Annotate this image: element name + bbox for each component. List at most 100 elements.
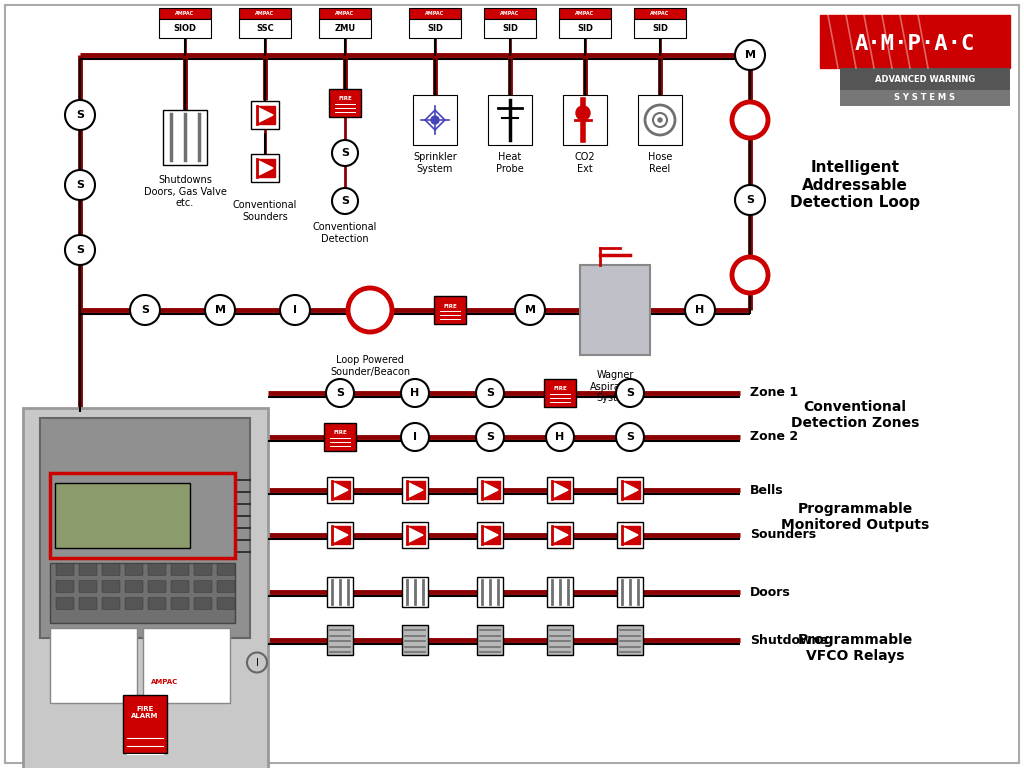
Circle shape bbox=[658, 118, 662, 122]
Polygon shape bbox=[259, 108, 273, 122]
FancyBboxPatch shape bbox=[638, 95, 682, 145]
FancyBboxPatch shape bbox=[148, 581, 166, 592]
FancyBboxPatch shape bbox=[547, 522, 573, 548]
Circle shape bbox=[431, 116, 439, 124]
FancyBboxPatch shape bbox=[171, 564, 189, 575]
Text: I: I bbox=[293, 305, 297, 315]
Text: S: S bbox=[486, 432, 494, 442]
FancyBboxPatch shape bbox=[163, 110, 207, 165]
FancyBboxPatch shape bbox=[102, 564, 120, 575]
FancyBboxPatch shape bbox=[617, 522, 643, 548]
Circle shape bbox=[476, 379, 504, 407]
FancyBboxPatch shape bbox=[171, 581, 189, 592]
Text: SID: SID bbox=[502, 25, 518, 33]
Circle shape bbox=[575, 106, 590, 120]
Polygon shape bbox=[552, 481, 570, 499]
FancyBboxPatch shape bbox=[143, 627, 230, 703]
Polygon shape bbox=[484, 483, 498, 497]
Circle shape bbox=[401, 423, 429, 451]
FancyBboxPatch shape bbox=[327, 625, 353, 655]
FancyBboxPatch shape bbox=[484, 19, 536, 38]
FancyBboxPatch shape bbox=[217, 598, 234, 610]
Circle shape bbox=[65, 170, 95, 200]
Text: S: S bbox=[76, 110, 84, 120]
Text: S: S bbox=[626, 388, 634, 398]
FancyBboxPatch shape bbox=[477, 477, 503, 503]
FancyBboxPatch shape bbox=[547, 577, 573, 607]
FancyBboxPatch shape bbox=[319, 19, 371, 38]
Circle shape bbox=[546, 423, 574, 451]
Text: AMPAC: AMPAC bbox=[425, 12, 444, 16]
FancyBboxPatch shape bbox=[194, 581, 212, 592]
Text: SID: SID bbox=[652, 25, 668, 33]
FancyBboxPatch shape bbox=[580, 265, 650, 355]
Text: H: H bbox=[411, 388, 420, 398]
Polygon shape bbox=[820, 15, 1010, 68]
FancyBboxPatch shape bbox=[634, 8, 686, 19]
FancyBboxPatch shape bbox=[840, 68, 1010, 90]
FancyBboxPatch shape bbox=[194, 564, 212, 575]
Circle shape bbox=[732, 257, 768, 293]
Text: A·M·P·A·C: A·M·P·A·C bbox=[855, 34, 975, 54]
Circle shape bbox=[685, 295, 715, 325]
Text: Conventional
Detection: Conventional Detection bbox=[312, 222, 377, 243]
Polygon shape bbox=[482, 526, 500, 544]
Text: SSC: SSC bbox=[256, 25, 273, 33]
Polygon shape bbox=[257, 159, 275, 177]
FancyBboxPatch shape bbox=[402, 477, 428, 503]
Circle shape bbox=[348, 288, 392, 332]
Circle shape bbox=[130, 295, 160, 325]
Circle shape bbox=[616, 423, 644, 451]
Circle shape bbox=[732, 102, 768, 138]
FancyBboxPatch shape bbox=[547, 477, 573, 503]
Text: SID: SID bbox=[427, 25, 443, 33]
Polygon shape bbox=[409, 483, 423, 497]
FancyBboxPatch shape bbox=[634, 19, 686, 38]
FancyBboxPatch shape bbox=[125, 564, 143, 575]
FancyBboxPatch shape bbox=[194, 598, 212, 610]
FancyBboxPatch shape bbox=[148, 598, 166, 610]
FancyBboxPatch shape bbox=[23, 408, 267, 768]
FancyBboxPatch shape bbox=[544, 379, 575, 407]
FancyBboxPatch shape bbox=[171, 598, 189, 610]
Text: Shutdowns
Doors, Gas Valve
etc.: Shutdowns Doors, Gas Valve etc. bbox=[143, 175, 226, 208]
Text: Shutdowns: Shutdowns bbox=[750, 634, 827, 647]
FancyBboxPatch shape bbox=[55, 482, 190, 548]
Text: H: H bbox=[555, 432, 564, 442]
FancyBboxPatch shape bbox=[123, 694, 167, 753]
Polygon shape bbox=[407, 481, 425, 499]
FancyBboxPatch shape bbox=[559, 8, 611, 19]
FancyBboxPatch shape bbox=[327, 522, 353, 548]
FancyBboxPatch shape bbox=[56, 598, 74, 610]
Polygon shape bbox=[484, 528, 498, 542]
Circle shape bbox=[332, 140, 358, 166]
FancyBboxPatch shape bbox=[56, 564, 74, 575]
FancyBboxPatch shape bbox=[563, 95, 607, 145]
Text: AMPAC: AMPAC bbox=[650, 12, 670, 16]
Circle shape bbox=[476, 423, 504, 451]
FancyBboxPatch shape bbox=[217, 564, 234, 575]
FancyBboxPatch shape bbox=[79, 598, 97, 610]
Polygon shape bbox=[334, 528, 348, 542]
Text: S: S bbox=[76, 180, 84, 190]
FancyBboxPatch shape bbox=[148, 564, 166, 575]
Text: FIRE
ALARM: FIRE ALARM bbox=[131, 706, 159, 719]
Text: S: S bbox=[486, 388, 494, 398]
Polygon shape bbox=[552, 526, 570, 544]
Text: M: M bbox=[744, 50, 756, 60]
FancyBboxPatch shape bbox=[329, 89, 361, 117]
Polygon shape bbox=[332, 481, 350, 499]
FancyBboxPatch shape bbox=[79, 564, 97, 575]
Circle shape bbox=[616, 379, 644, 407]
FancyBboxPatch shape bbox=[102, 581, 120, 592]
FancyBboxPatch shape bbox=[125, 581, 143, 592]
Text: ADVANCED WARNING: ADVANCED WARNING bbox=[874, 74, 975, 84]
Text: FIRE: FIRE bbox=[338, 97, 352, 101]
FancyBboxPatch shape bbox=[159, 19, 211, 38]
Polygon shape bbox=[624, 528, 638, 542]
FancyBboxPatch shape bbox=[159, 8, 211, 19]
Text: FIRE: FIRE bbox=[333, 431, 347, 435]
FancyBboxPatch shape bbox=[217, 581, 234, 592]
Text: Intelligent
Addressable
Detection Loop: Intelligent Addressable Detection Loop bbox=[790, 160, 920, 210]
FancyBboxPatch shape bbox=[239, 8, 291, 19]
